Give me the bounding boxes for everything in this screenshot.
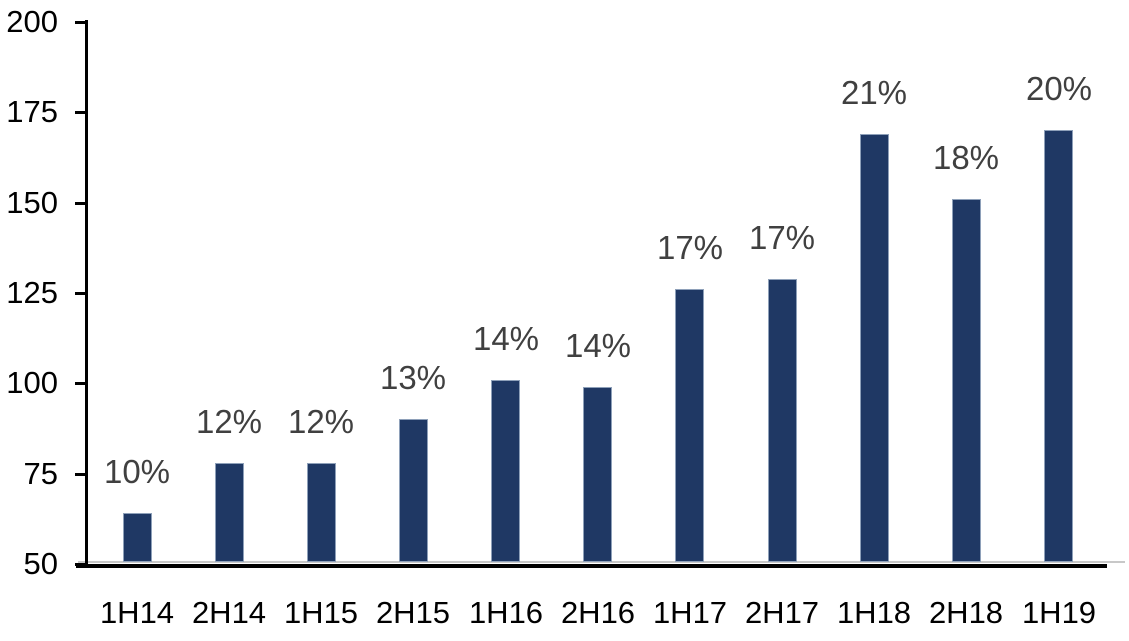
x-axis-line xyxy=(76,564,1107,568)
y-axis-tick xyxy=(75,21,88,24)
bar xyxy=(860,134,889,562)
baseline-accent-line xyxy=(78,561,1125,563)
y-axis-tick xyxy=(75,472,88,476)
bar xyxy=(123,513,152,562)
x-axis-tick-label: 2H14 xyxy=(191,595,267,630)
x-axis-tick-label: 1H17 xyxy=(652,595,728,630)
x-axis-tick-label: 2H17 xyxy=(744,595,820,630)
bar-value-label: 12% xyxy=(195,403,263,440)
y-axis-tick-label: 200 xyxy=(6,4,58,39)
bar-value-label: 10% xyxy=(103,453,171,490)
x-axis-tick-label: 2H18 xyxy=(928,595,1004,630)
y-axis-tick-label: 175 xyxy=(6,94,58,130)
bar-value-label: 12% xyxy=(287,403,355,440)
bar xyxy=(1044,130,1073,562)
bar xyxy=(491,380,520,562)
x-axis-tick-label: 1H15 xyxy=(283,595,359,630)
y-axis-tick-label: 100 xyxy=(6,365,58,401)
y-axis-tick-label: 125 xyxy=(6,275,58,310)
y-axis-tick xyxy=(75,201,88,205)
y-axis-line xyxy=(85,20,88,568)
bar-value-label: 17% xyxy=(748,219,816,256)
x-axis-tick-label: 1H14 xyxy=(99,595,175,630)
x-axis-tick-label: 1H18 xyxy=(836,595,912,630)
bar xyxy=(952,199,981,562)
y-axis-tick xyxy=(75,382,88,386)
bar xyxy=(307,463,336,562)
x-axis-tick-label: 2H16 xyxy=(560,595,636,630)
bar-value-label: 13% xyxy=(379,359,447,396)
bar-value-label: 21% xyxy=(840,74,908,111)
y-axis-tick-label: 150 xyxy=(6,184,58,220)
bar xyxy=(675,289,704,562)
y-axis-tick-label: 75 xyxy=(23,455,58,491)
y-axis-tick xyxy=(75,292,88,295)
x-axis-tick-label: 1H19 xyxy=(1021,595,1097,630)
x-axis-tick-label: 1H16 xyxy=(468,595,544,630)
bar xyxy=(583,387,612,562)
bar-value-label: 18% xyxy=(932,139,1000,176)
bar-value-label: 17% xyxy=(656,229,724,266)
bar-value-label: 20% xyxy=(1025,70,1093,107)
bar xyxy=(215,463,244,562)
y-axis-tick-label: 50 xyxy=(23,546,58,581)
bar-value-label: 14% xyxy=(472,320,540,357)
y-axis-tick xyxy=(75,111,88,115)
x-axis-tick-label: 2H15 xyxy=(375,595,451,630)
bar xyxy=(399,419,428,562)
bar-value-label: 14% xyxy=(564,327,632,364)
bar xyxy=(768,279,797,562)
